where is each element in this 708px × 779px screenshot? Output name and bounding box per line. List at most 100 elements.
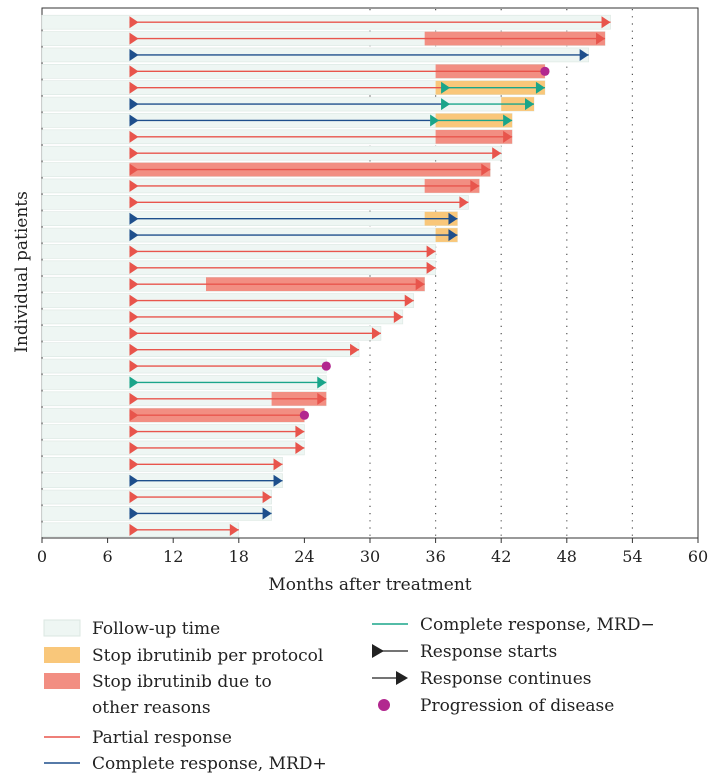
response-start-marker (129, 16, 139, 29)
response-continues-marker (601, 16, 611, 29)
progression-marker (321, 361, 331, 371)
x-tick-label: 0 (37, 547, 47, 566)
legend-label: Stop ibrutinib due to (92, 672, 272, 692)
response-continues-marker (295, 425, 305, 438)
response-continues-marker (426, 245, 436, 258)
response-start-marker (129, 212, 139, 225)
legend-label: Response starts (420, 642, 557, 662)
response-continues-marker (596, 32, 606, 45)
legend-label: Follow-up time (92, 619, 220, 639)
patient-row (41, 211, 458, 226)
legend-label: Complete response, MRD+ (92, 754, 327, 774)
legend-start-marker (372, 644, 384, 658)
patient-row (41, 473, 283, 488)
response-start-marker (129, 147, 139, 160)
x-tick-label: 24 (294, 547, 314, 566)
patient-row (41, 489, 272, 505)
legend-label: Progression of disease (420, 696, 614, 716)
response-continues-marker (273, 458, 283, 471)
response-continues-marker (404, 294, 414, 307)
patient-row (41, 178, 480, 194)
legend-label: other reasons (92, 698, 211, 718)
legend: Follow-up time Stop ibrutinib per protoco… (43, 615, 655, 774)
patient-row (41, 260, 436, 276)
legend-label: Complete response, MRD− (420, 615, 655, 635)
legend-label: Stop ibrutinib per protocol (92, 646, 323, 666)
patient-row (41, 276, 425, 292)
response-start-marker (129, 491, 139, 504)
patient-row (41, 358, 331, 374)
patient-row (41, 113, 513, 128)
patient-row (41, 506, 272, 521)
plot-area (41, 7, 699, 539)
response-start-marker (129, 81, 139, 94)
response-continues-marker (393, 310, 403, 323)
response-start-marker (441, 98, 451, 111)
x-tick-label: 42 (491, 547, 511, 566)
patient-row (41, 440, 305, 456)
x-tick-label: 12 (163, 547, 183, 566)
response-start-marker (129, 376, 139, 389)
patient-row (41, 96, 535, 112)
patient-row (41, 129, 513, 145)
legend-label: Partial response (92, 728, 232, 748)
x-axis-label: Months after treatment (268, 575, 471, 595)
legend-stop-other-swatch (44, 673, 80, 689)
response-start-marker (129, 507, 139, 520)
patient-row (41, 31, 606, 46)
patient-row (41, 424, 305, 439)
patient-row (41, 407, 309, 423)
response-continues-marker (262, 507, 272, 520)
response-start-marker (129, 458, 139, 471)
response-continues-marker (503, 114, 513, 127)
x-tick-label: 48 (557, 547, 577, 566)
response-start-marker (430, 114, 440, 127)
patient-row (41, 342, 360, 357)
response-continues-marker (371, 327, 381, 340)
axes: 0 6 12 18 24 30 36 42 48 54 60 (37, 538, 708, 566)
patient-row (41, 326, 382, 341)
response-start-marker (129, 48, 139, 61)
response-start-marker (129, 474, 139, 487)
progression-marker (540, 66, 550, 76)
response-continues-marker (503, 130, 513, 143)
response-continues-marker (459, 196, 469, 209)
patient-row (41, 391, 327, 407)
response-start-marker (129, 360, 139, 373)
response-continues-marker (229, 523, 239, 536)
x-tick-label: 54 (622, 547, 642, 566)
response-start-marker (129, 441, 139, 454)
patient-row (41, 145, 502, 161)
response-start-marker (129, 392, 139, 405)
response-start-marker (441, 81, 451, 94)
response-start-marker (129, 409, 139, 422)
patient-row (41, 64, 550, 79)
y-axis-label: Individual patients (12, 191, 32, 353)
response-start-marker (129, 327, 139, 340)
response-continues-marker (426, 261, 436, 274)
patient-row (41, 522, 240, 538)
response-start-marker (129, 343, 139, 356)
patient-row (41, 80, 546, 95)
response-continues-marker (481, 163, 491, 176)
response-start-marker (129, 163, 139, 176)
patient-row (41, 293, 415, 308)
patient-row (41, 47, 589, 63)
response-continues-marker (535, 81, 545, 94)
patient-row (41, 195, 469, 210)
patient-row (41, 244, 436, 259)
legend-cont-marker (396, 671, 408, 685)
legend-stop-protocol-swatch (44, 647, 80, 663)
response-start-marker (129, 114, 139, 127)
response-continues-marker (273, 474, 283, 487)
response-start-marker (129, 229, 139, 242)
progression-marker (299, 410, 309, 420)
response-continues-marker (317, 392, 327, 405)
patient-row (41, 162, 491, 177)
response-start-marker (129, 179, 139, 192)
response-start-marker (129, 261, 139, 274)
patient-row (41, 227, 458, 243)
response-continues-marker (470, 179, 480, 192)
